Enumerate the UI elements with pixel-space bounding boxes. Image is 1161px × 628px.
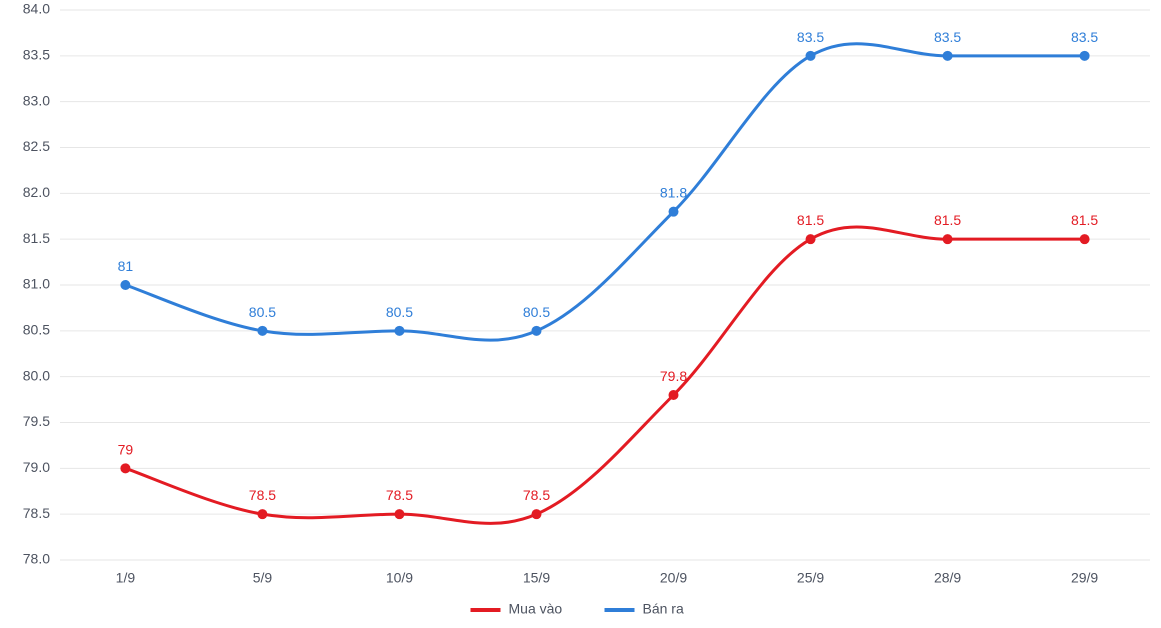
x-tick-label: 29/9	[1071, 569, 1098, 585]
x-tick-label: 20/9	[660, 569, 687, 585]
y-tick-label: 83.0	[23, 92, 50, 108]
x-tick-label: 5/9	[253, 569, 273, 585]
data-label: 80.5	[523, 304, 550, 320]
x-axis-ticks: 1/9 5/9 10/9 15/9 20/9 25/9 28/9 29/9	[116, 569, 1099, 585]
y-tick-label: 82.0	[23, 184, 50, 200]
data-marker	[394, 326, 404, 336]
data-marker	[531, 326, 541, 336]
price-line-chart: 78.0 78.5 79.0 79.5 80.0 80.5 81.0 81.5 82.0 82.5…	[0, 0, 1161, 628]
legend: Mua vào Bán ra	[471, 601, 684, 617]
data-marker	[120, 280, 130, 290]
data-label: 78.5	[386, 487, 413, 503]
data-marker	[943, 234, 953, 244]
data-label: 81.5	[1071, 212, 1098, 228]
y-tick-label: 83.5	[23, 47, 50, 63]
y-tick-label: 81.0	[23, 276, 50, 292]
data-label: 80.5	[249, 304, 276, 320]
data-marker	[1080, 234, 1090, 244]
legend-label: Bán ra	[643, 601, 684, 617]
data-marker	[257, 509, 267, 519]
y-tick-label: 80.0	[23, 367, 50, 383]
y-tick-label: 78.0	[23, 551, 50, 567]
data-marker	[806, 51, 816, 61]
data-label: 78.5	[523, 487, 550, 503]
y-tick-label: 79.0	[23, 459, 50, 475]
data-marker	[943, 51, 953, 61]
data-label: 83.5	[797, 29, 824, 45]
series-line	[125, 227, 1084, 523]
y-tick-label: 80.5	[23, 322, 50, 338]
data-marker	[257, 326, 267, 336]
data-marker	[669, 207, 679, 217]
y-tick-label: 79.5	[23, 413, 50, 429]
chart-svg: 78.0 78.5 79.0 79.5 80.0 80.5 81.0 81.5 82.0 82.5…	[0, 0, 1161, 628]
legend-label: Mua vào	[509, 601, 563, 617]
series-group: 79 78.5 78.5 78.5 79.8 81.5 81.5 81.5 81 80.5 80.5…	[118, 29, 1099, 524]
y-tick-label: 81.5	[23, 230, 50, 246]
data-marker	[1080, 51, 1090, 61]
data-marker	[669, 390, 679, 400]
gridlines	[60, 10, 1150, 560]
data-label: 79	[118, 441, 134, 457]
data-label: 81.5	[934, 212, 961, 228]
y-axis-ticks: 78.0 78.5 79.0 79.5 80.0 80.5 81.0 81.5 82.0 82.5…	[23, 1, 50, 567]
data-label: 80.5	[386, 304, 413, 320]
data-label: 81.5	[797, 212, 824, 228]
data-label: 81	[118, 258, 134, 274]
data-marker	[120, 463, 130, 473]
data-marker	[806, 234, 816, 244]
x-tick-label: 25/9	[797, 569, 824, 585]
data-label: 83.5	[1071, 29, 1098, 45]
data-label: 81.8	[660, 185, 687, 201]
x-tick-label: 15/9	[523, 569, 550, 585]
series-line	[125, 44, 1084, 340]
y-tick-label: 82.5	[23, 138, 50, 154]
y-tick-label: 78.5	[23, 505, 50, 521]
x-tick-label: 1/9	[116, 569, 136, 585]
data-label: 78.5	[249, 487, 276, 503]
y-tick-label: 84.0	[23, 1, 50, 17]
data-marker	[394, 509, 404, 519]
x-tick-label: 28/9	[934, 569, 961, 585]
data-label: 83.5	[934, 29, 961, 45]
x-tick-label: 10/9	[386, 569, 413, 585]
data-marker	[531, 509, 541, 519]
data-label: 79.8	[660, 368, 687, 384]
